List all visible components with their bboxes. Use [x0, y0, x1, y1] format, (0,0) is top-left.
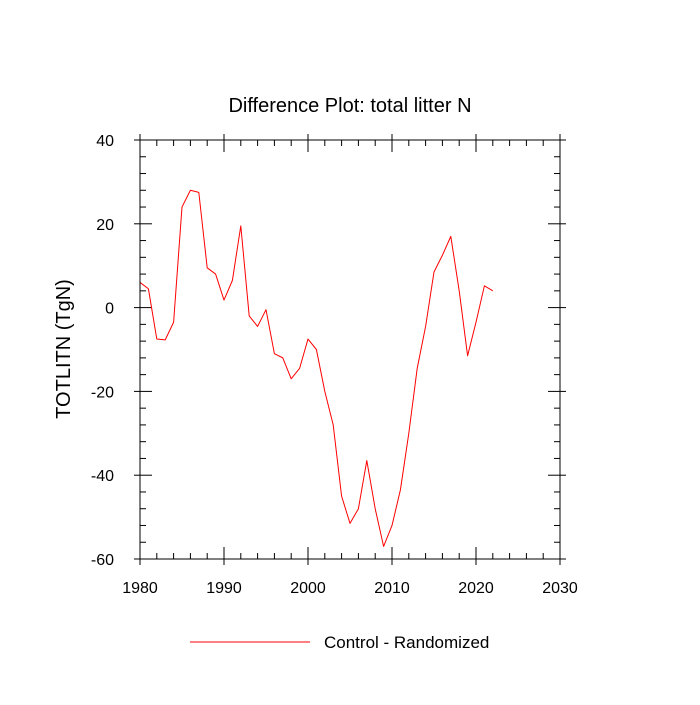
legend: Control - Randomized	[190, 633, 489, 652]
x-tick-label: 2010	[374, 580, 410, 597]
x-tick-label: 2020	[458, 580, 494, 597]
x-tick-label: 1990	[206, 580, 242, 597]
plot-frame	[139, 139, 561, 560]
series-line	[139, 189, 494, 547]
series-layer	[139, 189, 494, 547]
y-tick-label: 20	[96, 217, 114, 234]
y-tick-label: 0	[105, 301, 114, 318]
y-axis-label: TOTLITN (TgN)	[53, 279, 75, 419]
chart-title: Difference Plot: total litter N	[228, 95, 471, 117]
y-tick-label: -60	[91, 552, 114, 569]
y-tick-label: 40	[96, 133, 114, 150]
axis-tick-labels: 1980 1990 2000 2010 2020 2030 40 20 0 -20 -40 -60	[91, 133, 578, 597]
x-tick-label: 2030	[542, 580, 578, 597]
y-tick-label: -40	[91, 468, 114, 485]
y-tick-label: -20	[91, 384, 114, 401]
legend-label: Control - Randomized	[324, 633, 489, 652]
x-tick-label: 2000	[290, 580, 326, 597]
x-tick-label: 1980	[122, 580, 158, 597]
axis-ticks	[134, 134, 566, 565]
